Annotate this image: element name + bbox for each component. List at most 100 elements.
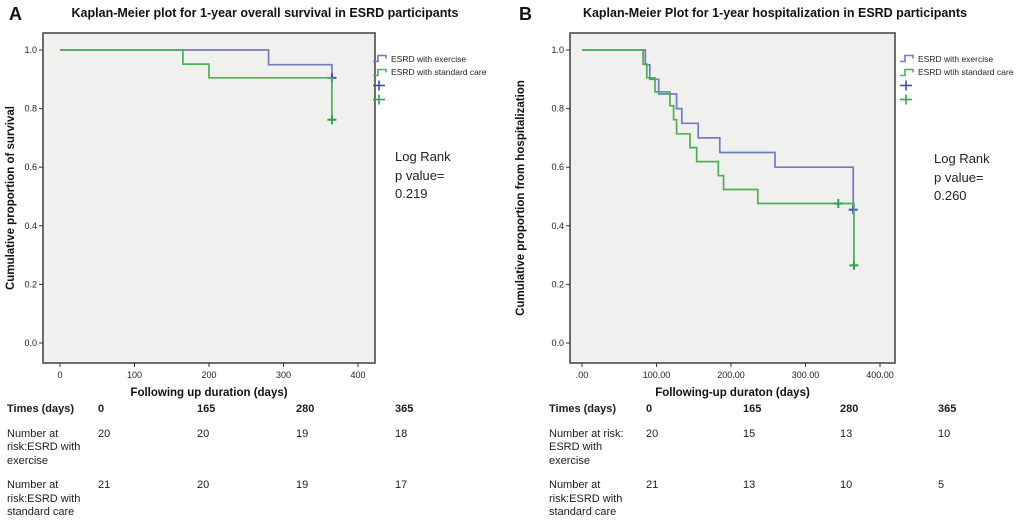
censor-plus-icon (373, 80, 385, 91)
y-tick-label: 0.0 (551, 338, 564, 348)
risk-time-col: 0 (98, 403, 105, 415)
risk-time-col: 365 (395, 403, 414, 415)
legend-item: ESRD with standard care (372, 66, 486, 80)
panel-a: A Kaplan-Meier plot for 1-year overall s… (5, 4, 486, 518)
risk-value: 20 (98, 427, 111, 440)
panel-a-logrank: Log Rank p value= 0.219 (395, 148, 451, 204)
risk-value: 15 (743, 427, 756, 440)
risk-time-col: 165 (743, 403, 762, 415)
panel-a-chart: 0 100 200 300 400 0.0 0.2 0.4 0.6 0.8 1.0 Following… (5, 32, 376, 399)
risk-time-col: 280 (296, 403, 315, 415)
x-tick-label: 100 (127, 370, 142, 380)
logrank-label: p value= (934, 169, 984, 185)
censor-tick-icon (833, 199, 843, 209)
panel-b-letter: B (519, 4, 532, 24)
y-tick-label: 0.2 (551, 279, 564, 289)
y-tick-label: 0.4 (551, 221, 564, 231)
censor-plus-icon (900, 94, 912, 105)
panel-a-letter: A (9, 4, 22, 24)
y-tick-label: 1.0 (551, 45, 564, 55)
risk-row-label: Number at risk:ESRD with standard care (7, 479, 81, 518)
y-axis-label: Cumulative proportion of survival (5, 106, 17, 290)
y-tick-label: 0.6 (551, 162, 564, 172)
censor-tick-icon (327, 115, 337, 125)
logrank-value: 0.219 (395, 186, 428, 201)
risk-value: 13 (743, 479, 756, 491)
logrank-title: Log Rank (395, 149, 451, 164)
x-tick-label: 400 (350, 370, 365, 380)
logrank-title: Log Rank (934, 151, 990, 166)
logrank-label: p value= (395, 167, 445, 183)
risk-time-col: 280 (840, 403, 859, 415)
legend-censor-item (899, 79, 1013, 93)
risk-value: 20 (197, 427, 210, 440)
risk-time-col: 0 (646, 403, 653, 415)
y-tick-label: 0.6 (24, 162, 37, 172)
x-tick-label: 100.00 (643, 370, 671, 380)
panel-b-chart: .00 100.00 200.00 300.00 400.00 0.0 0.2 0.4 0.6 0… (515, 32, 896, 399)
risk-value: 13 (840, 427, 853, 440)
risk-value: 5 (938, 479, 945, 491)
risk-value: 10 (840, 479, 853, 491)
km-step-curve (582, 49, 855, 210)
risk-value: 20 (197, 479, 210, 491)
y-tick-label: 1.0 (24, 45, 37, 55)
legend-censor-item (372, 93, 486, 107)
risk-value: 21 (98, 479, 111, 491)
legend-label: ESRD wtih standard care (918, 67, 1014, 78)
censor-plus-icon (900, 80, 912, 91)
legend-label: ESRD with exercise (391, 53, 467, 64)
plot-area (42, 32, 376, 364)
y-tick-label: 0.2 (24, 279, 37, 289)
legend-item: ESRD with exercise (899, 52, 1013, 66)
risk-times-header: Times (days) (549, 403, 617, 415)
km-step-curve (60, 49, 333, 120)
x-tick-label: 200 (201, 370, 216, 380)
panel-b-legend: ESRD with exercise ESRD wtih standard car… (899, 52, 1013, 106)
panel-a-legend: ESRD with exercise ESRD with standard car… (372, 52, 486, 106)
panel-b-logrank: Log Rank p value= 0.260 (934, 150, 990, 206)
x-tick-label: 400.00 (866, 370, 894, 380)
risk-value: 17 (395, 479, 408, 491)
logrank-value: 0.260 (934, 188, 967, 203)
risk-value: 20 (646, 427, 659, 440)
x-axis-label: Following up duration (days) (130, 387, 287, 399)
legend-censor-item (899, 93, 1013, 107)
x-tick-label: 300 (276, 370, 291, 380)
risk-time-col: 165 (197, 403, 216, 415)
risk-times-header: Times (days) (7, 403, 75, 415)
risk-value: 10 (938, 427, 951, 440)
plot-area (569, 32, 896, 364)
legend-step-icon (373, 54, 387, 63)
km-step-curve (582, 49, 855, 266)
risk-value: 19 (296, 427, 309, 440)
legend-item: ESRD wtih standard care (899, 66, 1013, 80)
x-tick-label: 200.00 (717, 370, 745, 380)
risk-value: 21 (646, 479, 659, 491)
x-tick-label: .00 (576, 370, 589, 380)
legend-step-icon (900, 68, 914, 77)
censor-plus-icon (373, 94, 385, 105)
x-tick-label: 0 (57, 370, 62, 380)
panel-b: B Kaplan-Meier Plot for 1-year hospitali… (510, 0, 1020, 530)
y-tick-label: 0.8 (24, 104, 37, 114)
legend-censor-item (372, 79, 486, 93)
panel-b-title: Kaplan-Meier Plot for 1-year hospitaliza… (582, 6, 968, 20)
x-axis-label: Following-up duraton (days) (655, 387, 810, 399)
risk-row-label: Number at risk:ESRD with standard care (549, 479, 623, 518)
legend-item: ESRD with exercise (372, 52, 486, 66)
panel-b-risk-table: Times (days) 0 165 280 365 Number at ris… (510, 403, 1020, 520)
legend-step-icon (900, 54, 914, 63)
legend-label: ESRD with exercise (918, 53, 994, 64)
censor-tick-icon (849, 260, 859, 270)
risk-value: 19 (296, 479, 309, 491)
legend-label: ESRD with standard care (391, 67, 487, 78)
legend-step-icon (373, 68, 387, 77)
x-tick-label: 300.00 (792, 370, 820, 380)
y-axis-label: Cumulative proportion from hospitalizati… (515, 80, 527, 316)
y-tick-label: 0.4 (24, 221, 37, 231)
risk-value: 18 (395, 427, 408, 440)
y-tick-label: 0.0 (24, 338, 37, 348)
panel-a-title: Kaplan-Meier plot for 1-year overall sur… (71, 6, 459, 20)
